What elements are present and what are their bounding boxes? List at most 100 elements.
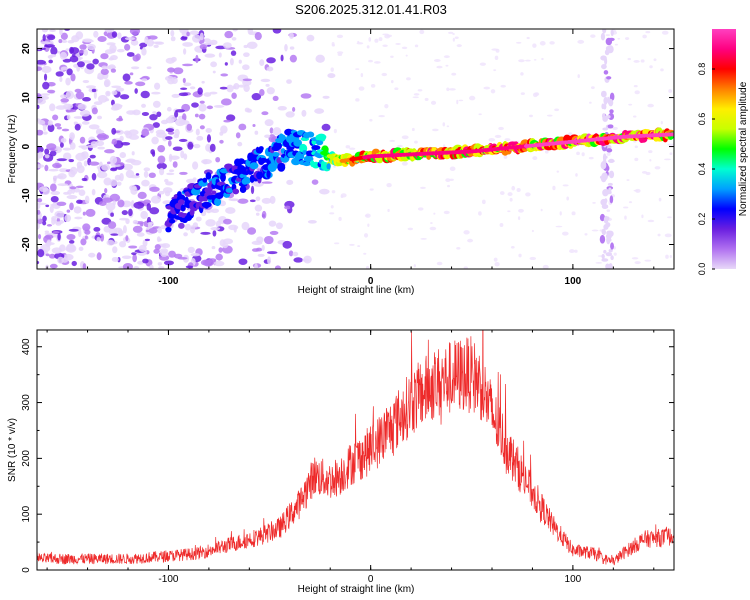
noise-blob	[211, 246, 216, 250]
noise-blob	[172, 161, 178, 168]
noise-blob	[65, 48, 70, 51]
noise-blob	[152, 111, 157, 115]
noise-blob	[101, 164, 111, 171]
noise-blob	[135, 53, 141, 61]
noise-blob	[167, 131, 175, 135]
noise-blob	[144, 238, 150, 242]
noise-blob	[96, 129, 105, 134]
noise-blob	[128, 245, 138, 249]
artifact-blob	[600, 198, 607, 206]
noise-blob	[187, 246, 195, 254]
noise-blob	[539, 41, 546, 46]
noise-blob	[624, 215, 627, 220]
noise-blob	[119, 162, 124, 167]
noise-blob	[648, 150, 653, 154]
ridge-blob	[239, 173, 247, 179]
noise-blob	[555, 225, 563, 228]
noise-blob	[146, 203, 152, 211]
noise-blob	[66, 68, 73, 76]
artifact-blob	[606, 115, 611, 119]
noise-blob	[138, 244, 147, 253]
noise-blob	[242, 64, 250, 71]
colorbar-tick-label: 0.2	[697, 213, 707, 226]
noise-blob	[224, 30, 234, 39]
noise-blob	[644, 259, 652, 262]
noise-blob	[112, 200, 116, 206]
noise-blob	[592, 201, 596, 204]
ridge-blob	[311, 145, 321, 151]
noise-blob	[406, 77, 411, 81]
noise-blob	[562, 184, 569, 187]
noise-blob	[552, 185, 556, 191]
ridge-blob	[220, 173, 226, 183]
artifact-blob	[607, 124, 614, 129]
noise-blob	[149, 186, 160, 192]
noise-blob	[128, 208, 133, 217]
noise-blob	[196, 135, 204, 141]
noise-blob	[129, 29, 141, 35]
noise-blob	[91, 107, 98, 115]
colorbar: 0.0 0.2 0.4 0.6 0.8 Normalized spectral ampl…	[697, 29, 749, 275]
x-tick-label: 0	[368, 276, 374, 287]
ridge-blob	[256, 171, 263, 180]
noise-blob	[160, 243, 171, 249]
noise-blob	[355, 68, 360, 70]
noise-blob	[314, 108, 325, 114]
noise-blob	[645, 30, 651, 34]
noise-blob	[238, 59, 242, 64]
noise-blob	[322, 95, 330, 99]
noise-blob	[78, 49, 85, 54]
noise-blob	[37, 98, 46, 105]
noise-blob	[667, 216, 672, 219]
noise-blob	[143, 170, 149, 178]
noise-blob	[63, 152, 72, 161]
noise-blob	[284, 205, 291, 210]
noise-blob	[140, 210, 148, 220]
noise-blob	[209, 143, 216, 152]
artifact-blob	[608, 112, 615, 121]
noise-blob	[117, 32, 122, 39]
noise-blob	[69, 142, 76, 150]
noise-blob	[122, 163, 133, 171]
artifact-blob	[610, 29, 614, 37]
noise-blob	[446, 125, 450, 128]
x-tick-label: 100	[565, 574, 582, 585]
noise-blob	[129, 72, 134, 76]
noise-blob	[42, 215, 47, 222]
noise-blob	[37, 118, 41, 122]
noise-blob	[115, 87, 125, 92]
noise-blob	[338, 216, 342, 222]
ridge-blob	[302, 161, 311, 167]
noise-blob	[349, 147, 356, 150]
spectrogram-image	[37, 29, 674, 269]
noise-blob	[180, 36, 188, 41]
noise-blob	[238, 258, 248, 265]
noise-blob	[141, 179, 150, 187]
y-tick-label: -10	[21, 188, 32, 203]
noise-blob	[293, 257, 304, 263]
noise-blob	[623, 206, 629, 209]
noise-blob	[458, 99, 464, 102]
noise-blob	[123, 130, 131, 136]
noise-blob	[73, 63, 78, 68]
noise-blob	[401, 46, 408, 50]
noise-blob	[588, 156, 594, 160]
noise-blob	[627, 57, 631, 61]
snr-line	[37, 330, 674, 566]
noise-blob	[111, 90, 118, 96]
noise-blob	[201, 80, 205, 84]
noise-blob	[288, 250, 294, 257]
noise-blob	[73, 206, 82, 214]
noise-blob	[78, 246, 84, 252]
noise-blob	[223, 218, 232, 225]
noise-blob	[198, 113, 206, 120]
noise-blob	[199, 100, 205, 104]
noise-blob	[82, 223, 91, 232]
noise-blob	[251, 248, 260, 252]
artifact-blob	[601, 113, 606, 119]
noise-blob	[500, 84, 506, 88]
noise-blob	[75, 91, 85, 100]
artifact-blob	[603, 249, 607, 254]
ridge-blob	[249, 162, 259, 170]
noise-blob	[369, 188, 374, 191]
